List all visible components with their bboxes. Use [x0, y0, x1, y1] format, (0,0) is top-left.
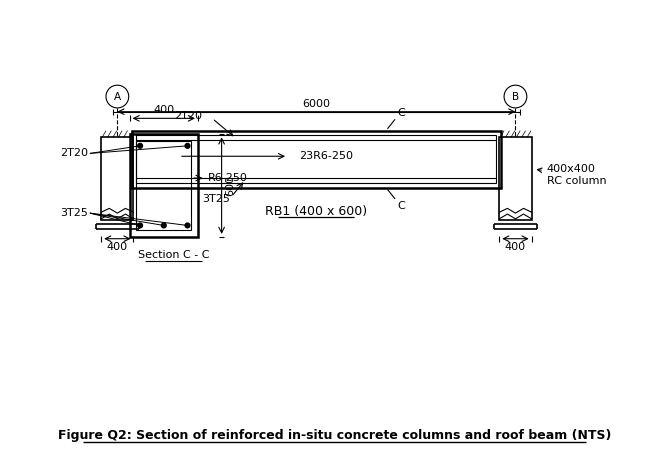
Text: Section C - C: Section C - C — [138, 250, 209, 260]
Text: 2T20: 2T20 — [60, 149, 88, 158]
Text: 6000: 6000 — [302, 99, 330, 109]
Text: 3T25: 3T25 — [203, 194, 231, 204]
Circle shape — [185, 223, 190, 228]
Circle shape — [138, 223, 142, 228]
Text: C: C — [397, 108, 405, 118]
Bar — [101, 137, 134, 220]
Bar — [130, 134, 198, 237]
Bar — [499, 137, 532, 220]
Text: 400: 400 — [153, 106, 175, 115]
Text: B: B — [512, 92, 519, 101]
Text: 400x400
RC column: 400x400 RC column — [537, 164, 606, 186]
Text: 2T20: 2T20 — [174, 112, 202, 121]
Text: 400: 400 — [505, 241, 526, 252]
Text: 23R6-250: 23R6-250 — [299, 151, 353, 161]
Bar — [136, 141, 191, 230]
Bar — [132, 131, 501, 188]
Text: R6-250: R6-250 — [207, 173, 248, 183]
Bar — [136, 135, 496, 183]
Circle shape — [138, 143, 142, 148]
Text: 400: 400 — [107, 241, 128, 252]
Text: 600: 600 — [225, 175, 235, 196]
Text: C: C — [397, 201, 405, 211]
Circle shape — [161, 223, 166, 228]
Text: A: A — [114, 92, 121, 101]
Text: RB1 (400 x 600): RB1 (400 x 600) — [266, 205, 367, 218]
Text: Figure Q2: Section of reinforced in-situ concrete columns and roof beam (NTS): Figure Q2: Section of reinforced in-situ… — [58, 429, 611, 442]
Circle shape — [185, 143, 190, 148]
Text: 3T25: 3T25 — [60, 208, 88, 218]
